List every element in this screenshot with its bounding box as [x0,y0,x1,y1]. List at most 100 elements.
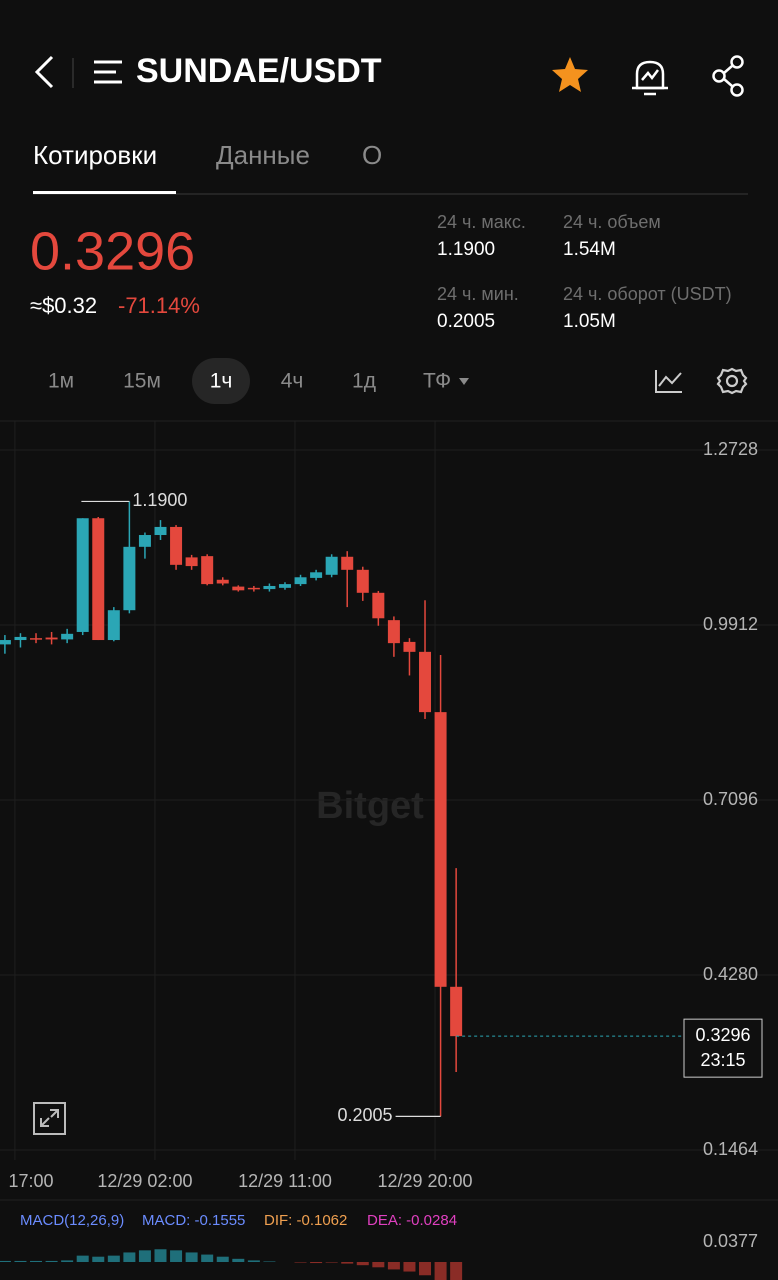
tab[interactable]: Данные [216,140,310,170]
stat-value: 0.2005 [437,311,495,332]
macd-bar [387,1262,400,1270]
macd-bar [294,1262,307,1263]
interval[interactable]: ТФ [423,370,451,393]
stat-label: 24 ч. макс. [437,212,526,232]
y-tick-label: 0.7096 [703,789,758,809]
macd-bar [92,1256,105,1262]
y-tick-label: 0.4280 [703,964,758,984]
macd-bar [232,1258,245,1262]
macd-bar [107,1255,120,1262]
stat-value: 1.1900 [437,239,495,260]
macd-bar [310,1262,323,1264]
macd-value: MACD: -0.1555 [142,1212,245,1229]
annotation-label: 0.2005 [338,1105,393,1125]
candle-body [387,620,400,644]
macd-bar [76,1255,89,1262]
macd-bar [154,1249,167,1262]
fullscreen-button[interactable] [33,1102,66,1135]
settings-icon[interactable] [716,367,748,395]
candle-body [341,556,354,570]
candle-body [372,592,385,619]
candle-body [0,640,11,645]
candle-body [170,526,183,565]
candle-body [310,572,323,578]
menu-icon[interactable] [94,60,122,84]
chart-type-icon[interactable] [655,370,682,393]
macd-bar [341,1262,354,1264]
macd-bar [138,1250,151,1262]
stat-value: 1.54M [563,239,616,260]
x-tick-label: 12/29 11:00 [238,1171,332,1191]
macd-params: MACD(12,26,9) [20,1212,124,1229]
stat-label: 24 ч. объем [563,212,661,232]
interval[interactable]: 15м [123,370,161,393]
interval[interactable]: 1м [48,370,74,393]
countdown: 23:15 [700,1050,745,1070]
favorite-star[interactable] [552,57,588,92]
candle-body [294,577,307,585]
candle-body [434,712,447,987]
watermark: Bitget [316,785,424,827]
candle-body [216,579,229,584]
macd-bar [123,1252,136,1262]
candle-body [247,587,260,590]
x-tick-label: 12/29 02:00 [97,1171,192,1191]
candle-body [61,633,74,640]
stat-label: 24 ч. мин. [437,284,519,304]
candle-body [263,585,276,590]
last-price-label: 0.3296 [695,1025,750,1045]
candle-body [403,641,416,652]
alert-icon[interactable] [632,60,668,96]
candle-body [123,546,136,611]
candle-body [154,526,167,536]
interval[interactable]: 1д [352,370,376,393]
stat-value: 1.05M [563,311,616,332]
usd-price: ≈$0.32 [30,293,97,318]
candle-body [185,557,198,567]
annotation-label: 1.1900 [132,490,187,510]
macd-bar [185,1252,198,1262]
plot: 1.2728 0.9912 0.7096 0.4280 0.1464 17:00 12/29… [0,421,778,1280]
tab[interactable]: О [362,140,382,170]
macd-tick-label: 0.0377 [703,1231,758,1251]
stat-label: 24 ч. оборот (USDT) [563,284,732,304]
dropdown-caret [459,378,469,385]
x-tick-label: 17:00 [8,1171,53,1191]
macd-bar [372,1262,385,1268]
macd-bar [30,1260,43,1262]
candle-body [278,584,291,588]
interval-active[interactable]: 1ч [210,370,233,393]
back-button[interactable] [34,55,54,89]
candle-body [45,637,58,640]
y-tick-label: 1.2728 [703,439,758,459]
macd-bar [450,1262,463,1280]
candle-body [92,518,105,641]
dif-value: DIF: -0.1062 [264,1212,347,1229]
candle-body [76,518,89,632]
macd-bar [419,1262,432,1276]
macd-bar [216,1256,229,1262]
tab-active[interactable]: Котировки [33,140,157,170]
y-tick-label: 0.1464 [703,1139,758,1159]
price-change: -71.14% [118,293,200,318]
macd-bar [61,1260,74,1262]
macd-bar [434,1262,447,1280]
x-tick-label: 12/29 20:00 [377,1171,472,1191]
macd-bar [356,1262,369,1266]
tab-underline [33,191,176,194]
interval[interactable]: 4ч [281,370,304,393]
y-tick-label: 0.9912 [703,614,758,634]
candle-body [138,535,151,547]
macd-bar [403,1262,416,1272]
macd-bar [14,1260,27,1262]
share-icon[interactable] [712,55,744,97]
macd-bar [0,1260,11,1262]
macd-bar [247,1260,260,1262]
macd-bar [325,1262,338,1263]
candle-body [232,586,245,591]
candle-body [107,610,120,641]
dea-value: DEA: -0.0284 [367,1212,457,1229]
candle-body [356,569,369,593]
